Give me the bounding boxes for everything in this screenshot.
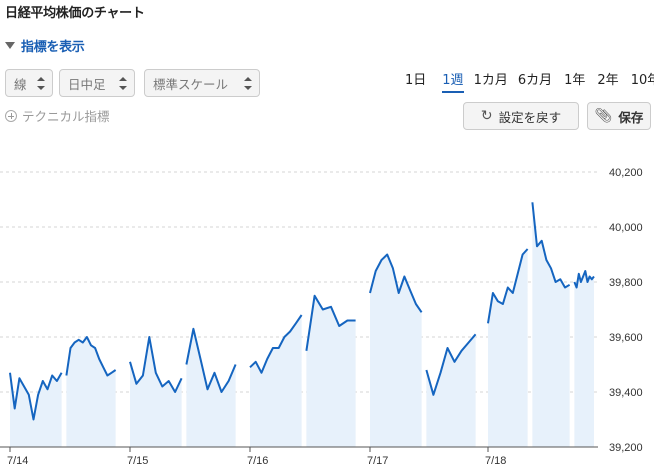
session-area (532, 202, 570, 447)
y-tick-label: 39,800 (609, 277, 643, 289)
x-tick-label: 7/16 (247, 455, 268, 467)
refresh-icon: ↻ (480, 108, 493, 124)
y-tick-label: 39,400 (609, 387, 643, 399)
period-tabs: 1日 1週 1カ月 6カ月 1年 2年 10年 (405, 69, 654, 93)
plus-circle-icon (5, 109, 17, 122)
save-button[interactable]: 📎︎ 保存 (587, 102, 651, 130)
select-caret-icon (119, 77, 127, 90)
x-tick-label: 7/17 (367, 455, 388, 467)
technical-indicator-add[interactable]: テクニカル指標 (5, 106, 110, 125)
x-tick-label: 7/18 (485, 455, 506, 467)
chart-areas (10, 202, 594, 447)
period-tab-1w[interactable]: 1週 (442, 69, 464, 93)
indicator-toggle-label: 指標を表示 (21, 40, 85, 55)
reset-settings-label: 設定を戻す (498, 109, 562, 125)
price-line (249, 314, 303, 374)
page-title: 日経平均株価のチャート (5, 6, 145, 21)
scale-value: 標準スケール (153, 76, 229, 92)
price-line (487, 248, 529, 324)
price-chart: 40,200 40,000 39,800 39,600 39,400 39,200 7/1… (0, 167, 643, 467)
y-tick-label: 39,600 (609, 332, 643, 344)
period-tab-10y[interactable]: 10年 (630, 73, 654, 88)
price-line (9, 372, 63, 421)
price-line (185, 327, 237, 393)
x-axis: 7/14 7/15 7/16 7/17 7/18 (0, 446, 598, 467)
session-area (488, 249, 528, 447)
scale-select[interactable]: 標準スケール (144, 69, 260, 97)
session-area (66, 337, 116, 447)
price-line (531, 202, 571, 289)
session-area (186, 328, 236, 447)
price-line (305, 294, 356, 351)
session-area (426, 334, 476, 447)
period-tab-1m[interactable]: 1カ月 (473, 73, 508, 88)
period-tab-1d[interactable]: 1日 (405, 73, 427, 88)
session-area (306, 295, 356, 447)
y-tick-label: 40,000 (609, 222, 643, 234)
price-line (425, 333, 477, 396)
period-tab-1y[interactable]: 1年 (564, 73, 586, 88)
select-caret-icon (37, 77, 45, 90)
price-line (129, 336, 183, 393)
period-tab-6m[interactable]: 6カ月 (517, 73, 553, 88)
indicator-toggle[interactable]: 指標を表示 (5, 36, 85, 55)
interval-value: 日中足 (68, 76, 106, 92)
chart-lines (9, 202, 595, 421)
interval-select[interactable]: 日中足 (59, 69, 135, 97)
x-tick-label: 7/15 (127, 455, 148, 467)
x-tick-label: 7/14 (7, 455, 28, 467)
session-area (370, 254, 422, 447)
session-area (130, 337, 182, 447)
triangle-down-icon (5, 42, 15, 49)
period-tab-2y[interactable]: 2年 (597, 73, 619, 88)
session-area (574, 271, 594, 447)
chart-type-value: 線 (14, 76, 27, 92)
price-line (369, 253, 423, 313)
chart-type-select[interactable]: 線 (5, 69, 53, 97)
y-axis-labels: 40,200 40,000 39,800 39,600 39,400 39,200 (609, 167, 643, 454)
y-tick-label: 40,200 (609, 167, 643, 179)
session-area (250, 315, 302, 447)
save-label: 保存 (618, 109, 644, 125)
price-line (573, 270, 595, 289)
technical-indicator-label: テクニカル指標 (22, 109, 110, 124)
price-line (65, 336, 117, 377)
reset-settings-button[interactable]: ↻ 設定を戻す (463, 102, 579, 130)
select-caret-icon (244, 77, 252, 90)
paperclip-icon: 📎︎ (594, 108, 613, 124)
y-tick-label: 39,200 (609, 442, 643, 454)
